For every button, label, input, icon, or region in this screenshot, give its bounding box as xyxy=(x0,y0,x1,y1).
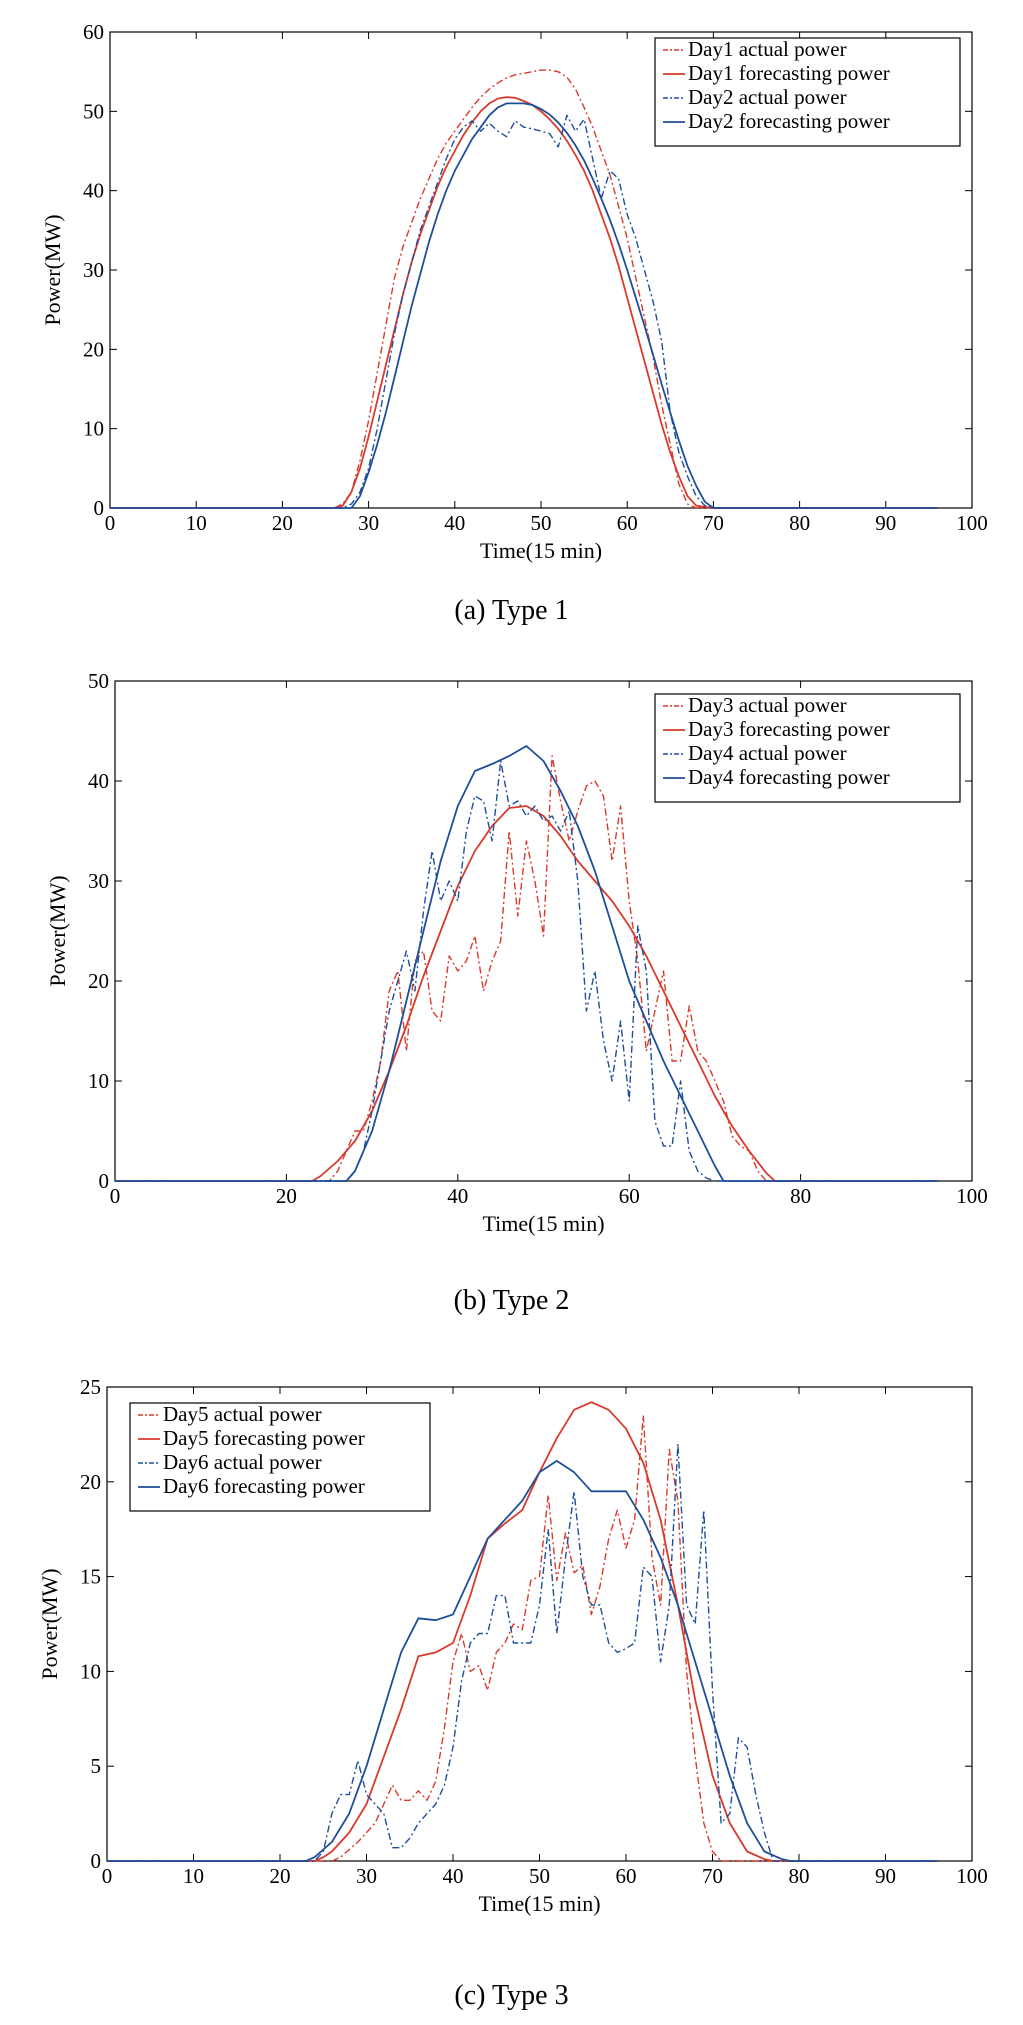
y-tick-label: 50 xyxy=(83,99,104,123)
x-tick-label: 30 xyxy=(358,511,379,535)
series-line xyxy=(110,96,938,509)
legend-label: Day2 actual power xyxy=(688,85,847,109)
legend-label: Day5 forecasting power xyxy=(163,1426,365,1450)
y-tick-label: 20 xyxy=(88,969,109,993)
caption-type-1: (a) Type 1 xyxy=(454,595,569,626)
y-tick-label: 60 xyxy=(83,20,104,44)
x-tick-label: 90 xyxy=(875,511,896,535)
x-tick-label: 20 xyxy=(270,1864,291,1888)
y-tick-label: 20 xyxy=(83,337,104,361)
plot-area-frame xyxy=(114,680,973,1182)
y-tick-label: 50 xyxy=(88,669,109,693)
x-axis-label: Time(15 min) xyxy=(480,538,602,563)
series-line xyxy=(107,1414,938,1862)
x-tick-label: 40 xyxy=(443,1864,464,1888)
legend-label: Day1 actual power xyxy=(688,37,847,61)
x-tick-label: 100 xyxy=(956,1864,988,1888)
x-tick-label: 40 xyxy=(444,511,465,535)
series-line xyxy=(115,805,938,1182)
x-tick-label: 20 xyxy=(272,511,293,535)
x-tick-label: 30 xyxy=(356,1864,377,1888)
x-tick-label: 100 xyxy=(956,1184,988,1208)
series-line xyxy=(110,102,938,509)
x-tick-label: 10 xyxy=(183,1864,204,1888)
y-tick-label: 25 xyxy=(80,1375,101,1399)
y-tick-label: 10 xyxy=(83,417,104,441)
series-line xyxy=(115,760,938,1182)
legend-label: Day2 forecasting power xyxy=(688,109,890,133)
x-tick-label: 80 xyxy=(790,1184,811,1208)
series-line xyxy=(115,755,938,1182)
x-tick-label: 0 xyxy=(102,1864,113,1888)
x-tick-label: 70 xyxy=(702,1864,723,1888)
legend-label: Day3 forecasting power xyxy=(688,717,890,741)
line-chart-type-2: 0 20 40 60 80 100 0 10 20 30 40 50 Time(15 min) Power… xyxy=(45,669,988,1236)
legend-label: Day6 forecasting power xyxy=(163,1474,365,1498)
y-tick-label: 30 xyxy=(88,869,109,893)
x-tick-label: 10 xyxy=(186,511,207,535)
legend-label: Day1 forecasting power xyxy=(688,61,890,85)
x-tick-label: 0 xyxy=(110,1184,121,1208)
y-tick-label: 30 xyxy=(83,258,104,282)
y-axis-label: Power(MW) xyxy=(45,875,70,986)
y-axis-label: Power(MW) xyxy=(37,1568,62,1679)
legend-box xyxy=(654,693,961,803)
y-tick-label: 5 xyxy=(91,1754,102,1778)
caption-type-3: (c) Type 3 xyxy=(454,1980,569,2011)
x-axis-label: Time(15 min) xyxy=(478,1891,600,1916)
y-axis-label: Power(MW) xyxy=(40,214,65,325)
y-tick-label: 40 xyxy=(88,769,109,793)
y-tick-label: 40 xyxy=(83,179,104,203)
chart-panel-type-1: 0 10 20 30 40 50 60 70 80 90 100 0 10 20 30 40 50 60 Time(… xyxy=(0,0,1023,640)
x-tick-label: 50 xyxy=(529,1864,550,1888)
y-tick-label: 20 xyxy=(80,1470,101,1494)
y-tick-label: 0 xyxy=(99,1169,110,1193)
x-tick-label: 60 xyxy=(619,1184,640,1208)
line-chart-type-3: 0 10 20 30 40 50 60 70 80 90 100 0 5 10 15 20 25 Time(15 … xyxy=(37,1375,988,1916)
x-tick-label: 60 xyxy=(617,511,638,535)
series-line xyxy=(115,745,938,1182)
chart-panel-type-3: 0 10 20 30 40 50 60 70 80 90 100 0 5 10 15 20 25 Time(15 … xyxy=(0,1360,1023,2025)
series-line xyxy=(110,114,938,509)
chart-panel-type-2: 0 20 40 60 80 100 0 10 20 30 40 50 Time(15 min) Power… xyxy=(0,655,1023,1335)
x-tick-label: 70 xyxy=(703,511,724,535)
x-tick-label: 90 xyxy=(875,1864,896,1888)
x-axis-label: Time(15 min) xyxy=(482,1211,604,1236)
legend-label: Day5 actual power xyxy=(163,1402,322,1426)
legend-box xyxy=(129,1402,431,1512)
legend-label: Day3 actual power xyxy=(688,693,847,717)
legend-label: Day4 actual power xyxy=(688,741,847,765)
line-chart-type-1: 0 10 20 30 40 50 60 70 80 90 100 0 10 20 30 40 50 60 Time(… xyxy=(40,20,988,563)
x-tick-label: 100 xyxy=(956,511,988,535)
legend-box xyxy=(654,37,961,147)
y-tick-label: 10 xyxy=(88,1069,109,1093)
x-tick-label: 80 xyxy=(789,1864,810,1888)
series-line xyxy=(107,1460,938,1862)
y-tick-label: 0 xyxy=(91,1849,102,1873)
y-tick-label: 0 xyxy=(94,496,105,520)
x-tick-label: 60 xyxy=(616,1864,637,1888)
legend-label: Day4 forecasting power xyxy=(688,765,890,789)
x-tick-label: 50 xyxy=(531,511,552,535)
x-tick-label: 40 xyxy=(447,1184,468,1208)
x-tick-label: 20 xyxy=(276,1184,297,1208)
caption-type-2: (b) Type 2 xyxy=(453,1285,570,1316)
x-tick-label: 80 xyxy=(789,511,810,535)
y-tick-label: 15 xyxy=(80,1565,101,1589)
y-tick-label: 10 xyxy=(80,1659,101,1683)
x-tick-label: 0 xyxy=(105,511,116,535)
series-line xyxy=(107,1443,938,1862)
legend-label: Day6 actual power xyxy=(163,1450,322,1474)
